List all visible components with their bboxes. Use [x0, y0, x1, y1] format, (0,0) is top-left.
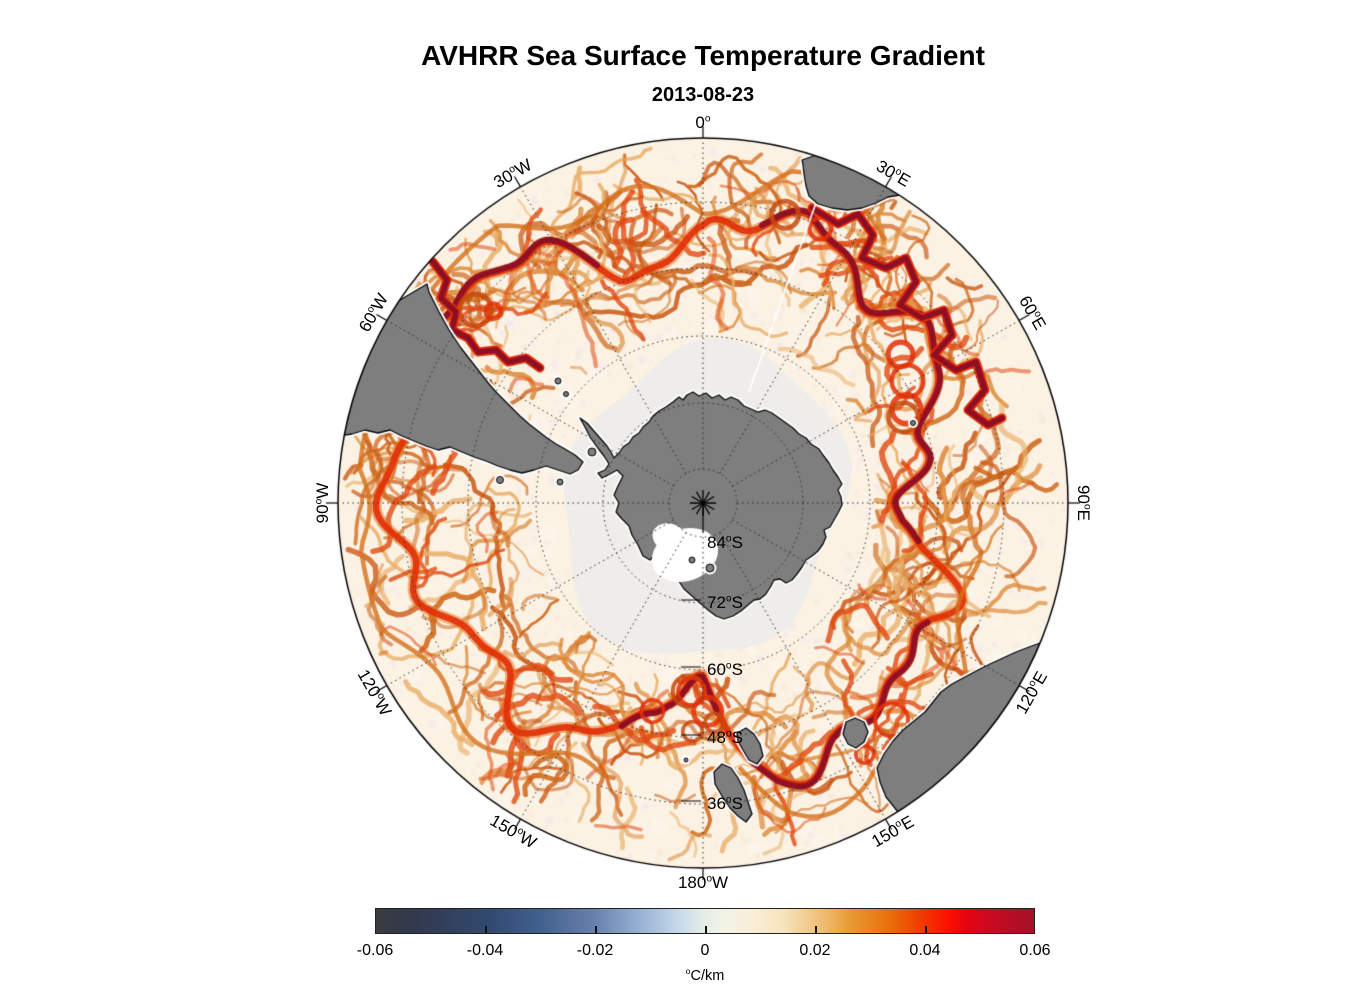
- meridian-label: 90oW: [313, 482, 332, 524]
- colorbar-tick-label: 0.06: [1019, 942, 1051, 959]
- chart-subtitle: 2013-08-23: [651, 84, 755, 106]
- parallel-label: 48oS: [707, 728, 743, 747]
- parallel-label: 60oS: [707, 660, 743, 679]
- meridian-label: 90oE: [1074, 485, 1093, 521]
- meridian-label: 180oW: [677, 873, 729, 892]
- colorbar-tick: [925, 926, 927, 933]
- meridian-label: 0o: [695, 113, 711, 132]
- colorbar-tick-label: 0.02: [799, 942, 831, 959]
- chart-title: AVHRR Sea Surface Temperature Gradient: [421, 40, 985, 71]
- colorbar-tick: [705, 926, 707, 933]
- colorbar-tick: [595, 926, 597, 933]
- colorbar-tick: [485, 926, 487, 933]
- colorbar-tick: [815, 926, 817, 933]
- colorbar-tick-label: -0.06: [356, 942, 394, 959]
- colorbar-tick-label: 0.04: [909, 942, 941, 959]
- colorbar-tick-label: -0.02: [576, 942, 614, 959]
- colorbar-unit: oC/km: [685, 966, 725, 984]
- parallel-label: 72oS: [707, 593, 743, 612]
- parallel-label: 36oS: [707, 794, 743, 813]
- title-block: AVHRR Sea Surface Temperature Gradient 2…: [25, 0, 1356, 107]
- colorbar-tick-label: 0: [700, 942, 710, 959]
- parallel-label: 84oS: [707, 533, 743, 552]
- colorbar-tick-label: -0.04: [466, 942, 504, 959]
